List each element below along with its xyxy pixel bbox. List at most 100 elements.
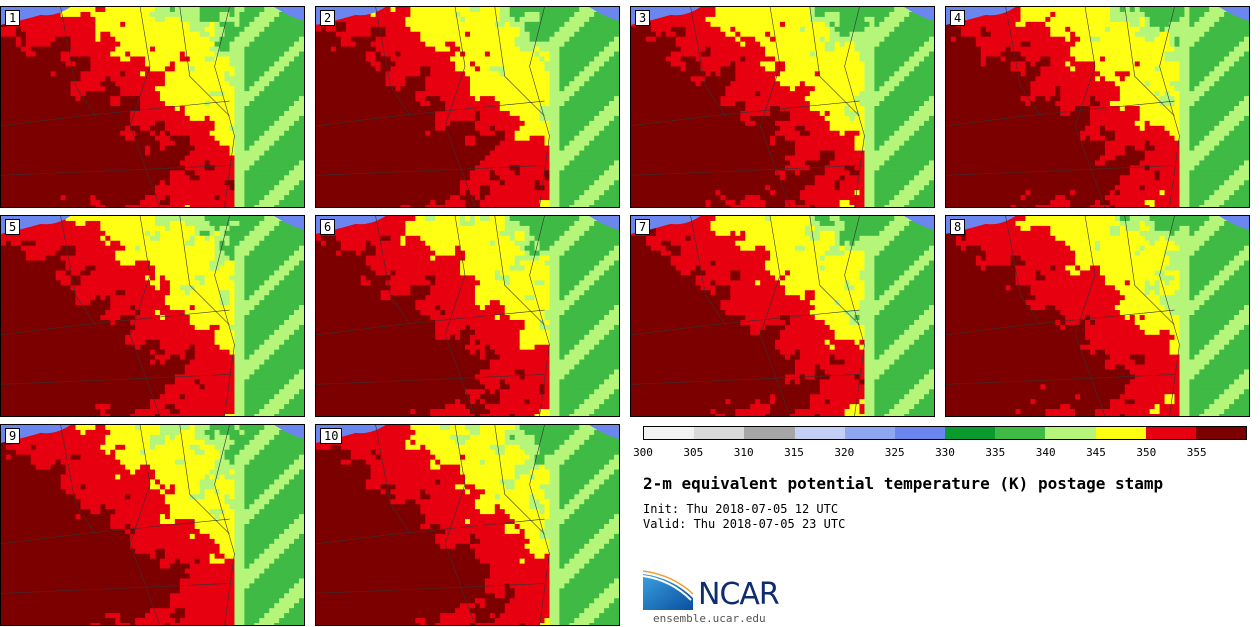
heatmap-cell (395, 96, 401, 102)
heatmap-cell (140, 140, 146, 147)
heatmap-cell (154, 91, 161, 97)
heatmap-cell (65, 46, 71, 52)
heatmap-cell (474, 11, 481, 18)
heatmap-cell (135, 106, 141, 112)
heatmap-cell (549, 170, 555, 176)
heatmap-cell (184, 175, 191, 181)
heatmap-cell (194, 41, 201, 47)
heatmap-cell (435, 31, 441, 38)
heatmap-cell (254, 110, 260, 117)
heatmap-cell (569, 200, 575, 206)
heatmap-cell (484, 180, 491, 186)
heatmap-cell (229, 26, 235, 33)
heatmap-cell (150, 165, 156, 171)
heatmap-cell (115, 101, 121, 107)
heatmap-cell (234, 110, 240, 117)
heatmap-cell (214, 150, 220, 156)
heatmap-cell (544, 51, 550, 57)
heatmap-cell (70, 61, 76, 67)
heatmap-cell (45, 26, 52, 33)
heatmap-cell (40, 71, 47, 77)
heatmap-cell (420, 46, 426, 52)
heatmap-cell (214, 86, 220, 92)
heatmap-cell (204, 106, 211, 112)
heatmap-cell (115, 185, 121, 191)
heatmap-cell (229, 180, 235, 186)
heatmap-cell (455, 200, 461, 206)
heatmap-cell (340, 145, 347, 151)
heatmap-cell (219, 11, 225, 18)
heatmap-cell (489, 61, 496, 67)
heatmap-cell (259, 130, 265, 137)
heatmap-cell (214, 125, 220, 132)
heatmap-cell (420, 106, 426, 112)
heatmap-cell (25, 66, 32, 72)
heatmap-cell (415, 175, 421, 181)
heatmap-cell (199, 165, 206, 171)
heatmap-cell (574, 81, 580, 87)
heatmap-cell (415, 106, 421, 112)
heatmap-cell (519, 11, 526, 18)
heatmap-cell (174, 36, 181, 43)
heatmap-cell (340, 101, 347, 107)
heatmap-cell (115, 205, 121, 207)
heatmap-cell (289, 81, 295, 87)
heatmap-cell (95, 145, 101, 151)
heatmap-cell (484, 31, 491, 38)
heatmap-cell (340, 66, 347, 72)
heatmap-cell (519, 115, 526, 122)
heatmap-cell (110, 36, 116, 43)
heatmap-cell (120, 11, 126, 18)
heatmap-cell (425, 195, 431, 201)
heatmap-cell (234, 51, 240, 57)
heatmap-cell (569, 160, 575, 166)
heatmap-cell (534, 61, 540, 67)
heatmap-cell (85, 7, 91, 13)
heatmap-cell (130, 120, 136, 127)
heatmap-cell (569, 21, 575, 28)
heatmap-cell (5, 130, 12, 137)
heatmap-cell (410, 51, 416, 57)
heatmap-cell (10, 36, 17, 43)
heatmap-cell (469, 16, 476, 23)
heatmap-cell (400, 21, 406, 28)
heatmap-cell (239, 41, 245, 47)
heatmap-cell (385, 120, 391, 127)
heatmap-cell (15, 130, 22, 137)
heatmap-cell (184, 51, 191, 57)
heatmap-cell (330, 81, 337, 87)
heatmap-cell (405, 66, 411, 72)
heatmap-cell (455, 36, 461, 43)
heatmap-cell (110, 16, 116, 23)
heatmap-cell (499, 106, 506, 112)
heatmap-cell (25, 195, 32, 201)
heatmap-cell (204, 195, 211, 201)
heatmap-cell (544, 96, 550, 102)
heatmap-cell (460, 190, 466, 196)
heatmap-cell (204, 61, 211, 67)
heatmap-cell (105, 195, 111, 201)
heatmap-cell (125, 145, 131, 151)
heatmap-cell (385, 180, 391, 186)
heatmap-cell (345, 96, 352, 102)
heatmap-cell (316, 26, 322, 33)
heatmap-cell (224, 91, 230, 97)
heatmap-cell (244, 31, 250, 38)
heatmap-cell (335, 56, 342, 62)
heatmap-cell (549, 185, 555, 191)
heatmap-cell (274, 91, 280, 97)
heatmap-cell (1, 190, 7, 196)
heatmap-cell (569, 110, 575, 117)
heatmap-cell (514, 21, 521, 28)
heatmap-cell (544, 140, 550, 147)
heatmap-cell (204, 120, 211, 127)
heatmap-cell (330, 125, 337, 132)
heatmap-cell (544, 170, 550, 176)
heatmap-cell (115, 71, 121, 77)
heatmap-cell (25, 175, 32, 181)
heatmap-cell (299, 31, 304, 38)
heatmap-cell (370, 200, 377, 206)
heatmap-cell (594, 86, 600, 92)
heatmap-cell (154, 26, 161, 33)
heatmap-cell (405, 36, 411, 43)
